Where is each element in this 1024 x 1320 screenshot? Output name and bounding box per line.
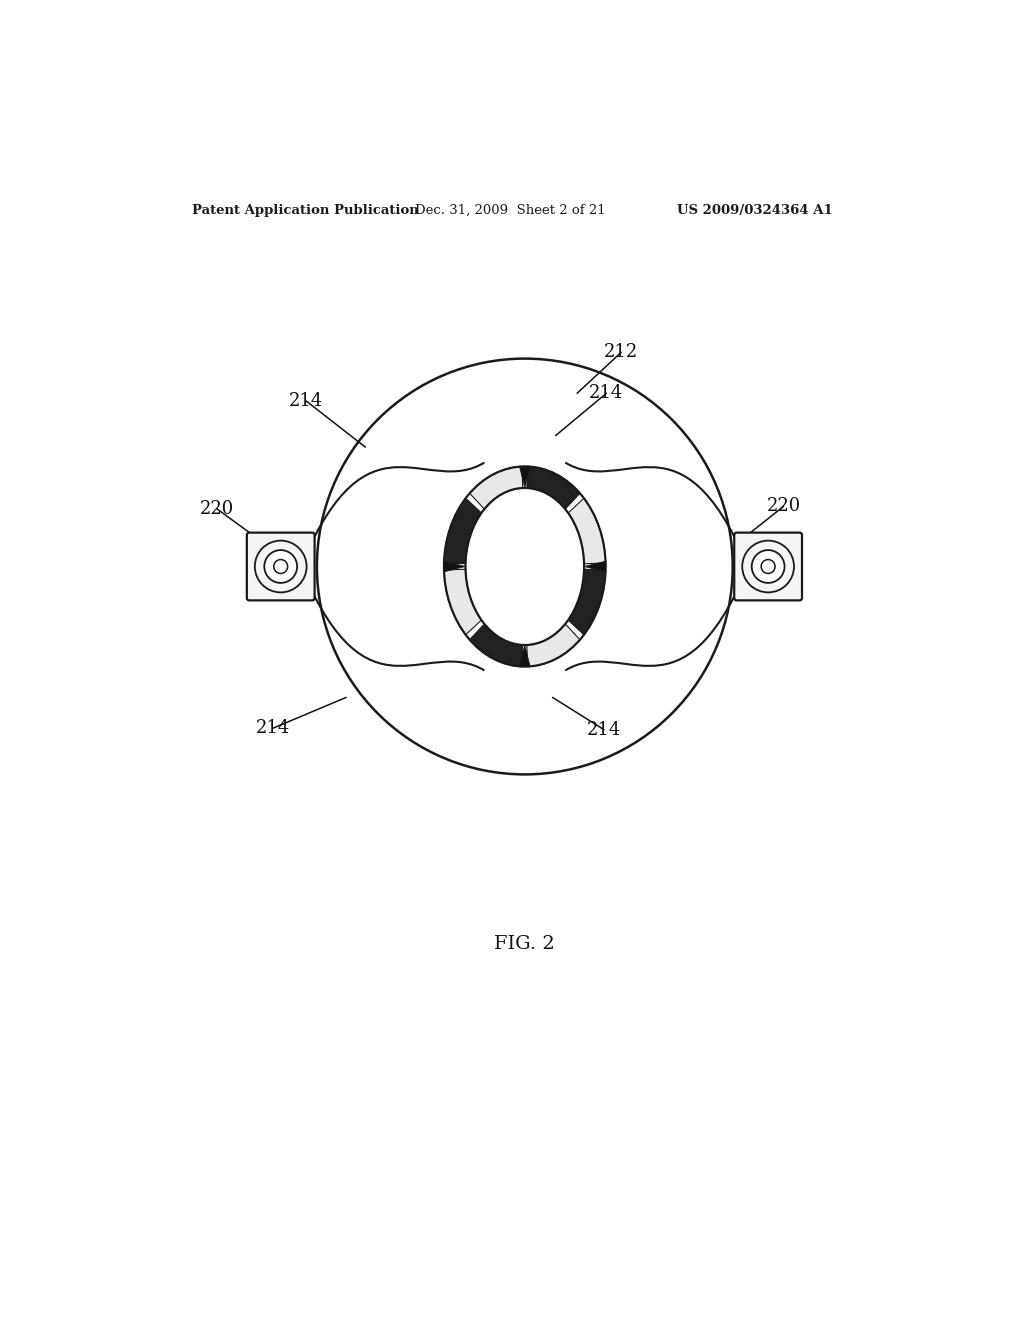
PathPatch shape bbox=[444, 498, 481, 564]
Text: US 2009/0324364 A1: US 2009/0324364 A1 bbox=[677, 205, 833, 218]
Text: 214: 214 bbox=[587, 721, 622, 739]
Text: 220: 220 bbox=[766, 498, 801, 515]
Polygon shape bbox=[519, 466, 530, 488]
PathPatch shape bbox=[470, 624, 522, 667]
FancyBboxPatch shape bbox=[247, 533, 314, 601]
PathPatch shape bbox=[568, 498, 605, 564]
PathPatch shape bbox=[470, 466, 522, 510]
Circle shape bbox=[273, 560, 288, 573]
Polygon shape bbox=[444, 561, 466, 572]
Text: 220: 220 bbox=[200, 500, 233, 517]
PathPatch shape bbox=[527, 624, 580, 667]
Polygon shape bbox=[584, 561, 605, 572]
Text: 214: 214 bbox=[256, 719, 290, 737]
Circle shape bbox=[264, 550, 297, 583]
Text: Dec. 31, 2009  Sheet 2 of 21: Dec. 31, 2009 Sheet 2 of 21 bbox=[416, 205, 606, 218]
Circle shape bbox=[761, 560, 775, 573]
Text: 214: 214 bbox=[589, 384, 624, 403]
Circle shape bbox=[752, 550, 784, 583]
Text: 214: 214 bbox=[289, 392, 324, 411]
PathPatch shape bbox=[568, 569, 605, 635]
FancyBboxPatch shape bbox=[734, 533, 802, 601]
Text: FIG. 2: FIG. 2 bbox=[495, 935, 555, 953]
PathPatch shape bbox=[444, 569, 481, 635]
PathPatch shape bbox=[527, 466, 580, 510]
Polygon shape bbox=[519, 645, 530, 667]
Text: 212: 212 bbox=[604, 343, 638, 362]
Text: Patent Application Publication: Patent Application Publication bbox=[193, 205, 419, 218]
